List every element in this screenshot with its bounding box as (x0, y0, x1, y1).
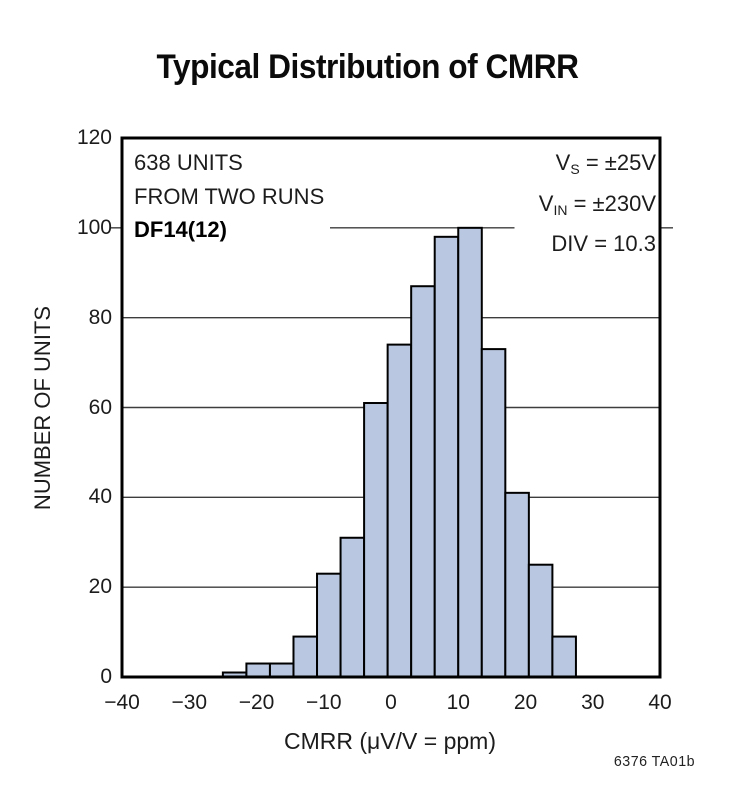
x-tick-label-−20: −20 (238, 691, 275, 714)
chart-title: Typical Distribution of CMRR (156, 48, 579, 86)
histogram-bar (410, 285, 436, 678)
x-tick-label-−10: −10 (305, 691, 342, 714)
histogram-bar (551, 635, 577, 679)
annotation-supply-voltage: VS = ±25V (539, 146, 656, 187)
y-tick-label-0: 0 (100, 665, 112, 688)
x-axis-title: CMRR (μV/V = ppm) (284, 728, 496, 754)
annotation-runs: FROM TWO RUNS (134, 183, 325, 209)
y-tick-label-120: 120 (76, 126, 112, 149)
histogram-bar (339, 536, 366, 679)
histogram-bar (292, 635, 319, 679)
vs-value: = ±25V (579, 150, 656, 175)
plot-frame (120, 136, 662, 679)
y-tick-label-20: 20 (88, 575, 112, 599)
annotation-block-right: VS = ±25V VIN = ±230V DIV = 10.3 (539, 146, 656, 261)
div-value: DIV = 10.3 (551, 231, 656, 256)
vin-symbol: V (538, 190, 554, 216)
histogram-bar (527, 563, 554, 678)
histogram-bar (245, 662, 271, 679)
annotation-part-number: DF14(12) (134, 217, 227, 242)
x-tick-label-20: 20 (513, 691, 538, 714)
annotation-input-voltage: VIN = ±230V (539, 187, 656, 228)
vin-value: = ±230V (567, 190, 656, 216)
x-tick-label-0: 0 (385, 691, 397, 714)
x-tick-label-30: 30 (581, 691, 605, 714)
figure-code: 6376 TA01b (613, 753, 695, 770)
annotation-units-count: 638 UNITS (134, 150, 243, 175)
histogram-bar (457, 226, 483, 678)
histogram-bar (386, 343, 413, 678)
annotation-div-value: DIV = 10.3 (539, 227, 656, 261)
histogram-bar (504, 491, 530, 679)
x-tick-label-40: 40 (648, 691, 672, 714)
y-tick-label-80: 80 (88, 305, 112, 329)
histogram-bar (480, 348, 507, 678)
histogram-bar (268, 662, 295, 679)
histogram-bar (433, 235, 460, 678)
y-tick-label-40: 40 (88, 485, 112, 509)
y-tick-label-100: 100 (76, 215, 112, 239)
vs-symbol: V (555, 150, 571, 175)
histogram-bar (316, 572, 342, 678)
x-tick-label-10: 10 (446, 691, 470, 714)
y-tick-label-60: 60 (88, 395, 112, 419)
vs-subscript: S (570, 161, 580, 177)
histogram-bar (363, 402, 389, 678)
annotation-block-left: 638 UNITS FROM TWO RUNS DF14(12) (134, 146, 324, 247)
x-tick-label-−40: −40 (104, 691, 140, 714)
x-tick-label-−30: −30 (171, 691, 208, 714)
vin-subscript: IN (553, 201, 568, 218)
